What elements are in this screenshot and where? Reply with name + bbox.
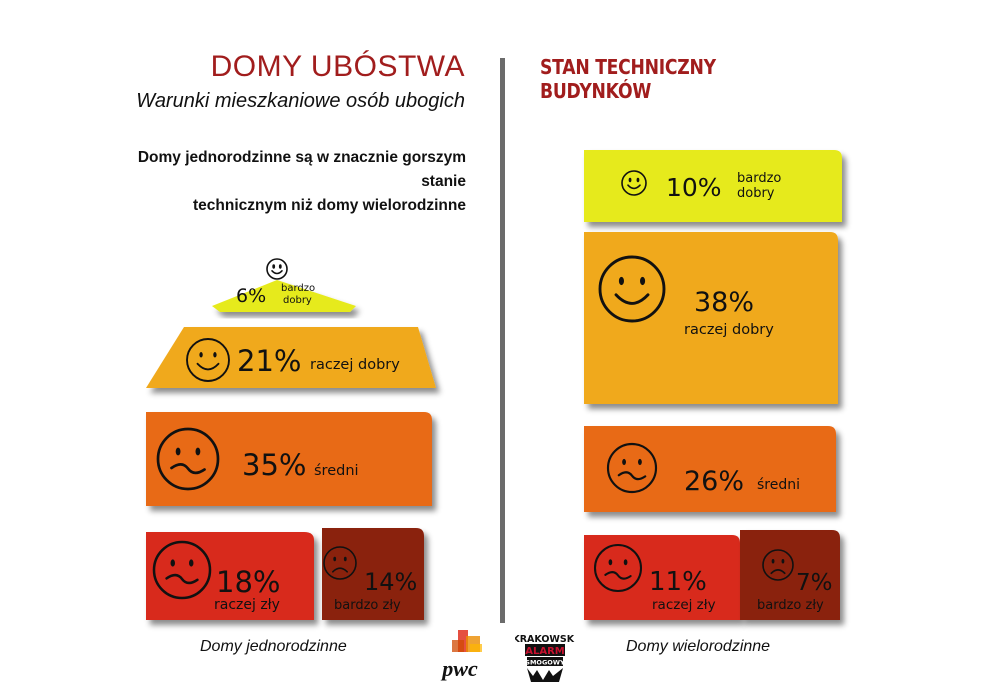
label-single-raczej-dobry: raczej dobry bbox=[310, 357, 400, 373]
pct-multi-raczej-dobry: 38% bbox=[694, 287, 754, 318]
pct-single-sredni: 35% bbox=[242, 448, 306, 482]
label-single-bardzo-zly: bardzo zły bbox=[334, 598, 401, 613]
pct-multi-bardzo-zly: 7% bbox=[796, 570, 833, 596]
label-multi-bardzo-dobry-2: dobry bbox=[737, 186, 775, 201]
neutral-face-icon-multi-sredni bbox=[606, 442, 658, 494]
pct-single-raczej-dobry: 21% bbox=[237, 344, 301, 378]
label-multi-bardzo-dobry-1: bardzo bbox=[737, 171, 781, 186]
svg-text:pwc: pwc bbox=[440, 656, 478, 681]
pct-multi-bardzo-dobry: 10% bbox=[666, 173, 722, 202]
caption-single-family: Domy jednorodzinne bbox=[200, 638, 347, 655]
page-title: DOMY UBÓSTWA bbox=[210, 50, 465, 83]
sad-face-icon-multi-bardzo-zly bbox=[762, 549, 794, 581]
label-single-sredni: średni bbox=[314, 463, 359, 479]
block-multi-raczej-zly bbox=[584, 535, 740, 620]
caption-multi-family: Domy wielorodzinne bbox=[626, 638, 771, 655]
block-multi-raczej-dobry bbox=[584, 232, 838, 404]
label-single-raczej-zly: raczej zły bbox=[214, 597, 280, 613]
krakowski-alarm-smogowy-logo: KRAKOWSKI ALARM SMOGOWY bbox=[515, 632, 575, 684]
svg-text:KRAKOWSKI: KRAKOWSKI bbox=[515, 634, 575, 645]
label-multi-raczej-dobry: raczej dobry bbox=[684, 322, 774, 338]
label-single-bardzo-dobry-1: bardzo bbox=[281, 283, 315, 294]
description-line-1: Domy jednorodzinne są w znacznie gorszym… bbox=[137, 149, 466, 190]
page-subtitle: Warunki mieszkaniowe osób ubogich bbox=[136, 90, 465, 112]
neutral-face-icon-single-sredni bbox=[156, 427, 220, 491]
smiley-icon-multi-bardzo-dobry bbox=[621, 170, 647, 196]
frown-face-icon-single-raczej-zly bbox=[152, 540, 212, 600]
frown-face-icon-multi-raczej-zly bbox=[593, 543, 643, 593]
svg-text:SMOGOWY: SMOGOWY bbox=[525, 659, 565, 667]
pct-single-bardzo-zly: 14% bbox=[364, 568, 417, 596]
label-multi-sredni: średni bbox=[757, 477, 800, 493]
sad-face-icon-single-bardzo-zly bbox=[323, 546, 357, 580]
description-line-2: technicznym niż domy wielorodzinne bbox=[192, 197, 466, 214]
svg-text:ALARM: ALARM bbox=[525, 646, 565, 657]
block-single-bardzo-zly bbox=[322, 528, 424, 620]
label-multi-raczej-zly: raczej zły bbox=[652, 597, 716, 613]
block-multi-bardzo-dobry bbox=[584, 150, 842, 222]
divider bbox=[500, 58, 505, 623]
description: Domy jednorodzinne są w znacznie gorszym… bbox=[100, 146, 466, 218]
pwc-logo: pwc bbox=[440, 630, 482, 681]
label-single-bardzo-dobry-2: dobry bbox=[283, 295, 312, 306]
section-title-right: STAN TECHNICZNY BUDYNKÓW bbox=[540, 55, 716, 103]
smiley-icon-single-raczej-dobry bbox=[186, 338, 230, 382]
smiley-icon-multi-raczej-dobry bbox=[598, 255, 666, 323]
pct-multi-sredni: 26% bbox=[684, 466, 744, 497]
pct-single-bardzo-dobry: 6% bbox=[236, 285, 266, 307]
label-multi-bardzo-zly: bardzo zły bbox=[757, 598, 824, 613]
block-multi-sredni bbox=[584, 426, 836, 512]
smiley-icon-single-bardzo-dobry bbox=[266, 258, 288, 280]
block-single-bardzo-dobry bbox=[212, 280, 356, 312]
pct-single-raczej-zly: 18% bbox=[216, 565, 280, 599]
block-single-sredni bbox=[146, 412, 432, 506]
pct-multi-raczej-zly: 11% bbox=[649, 567, 707, 597]
